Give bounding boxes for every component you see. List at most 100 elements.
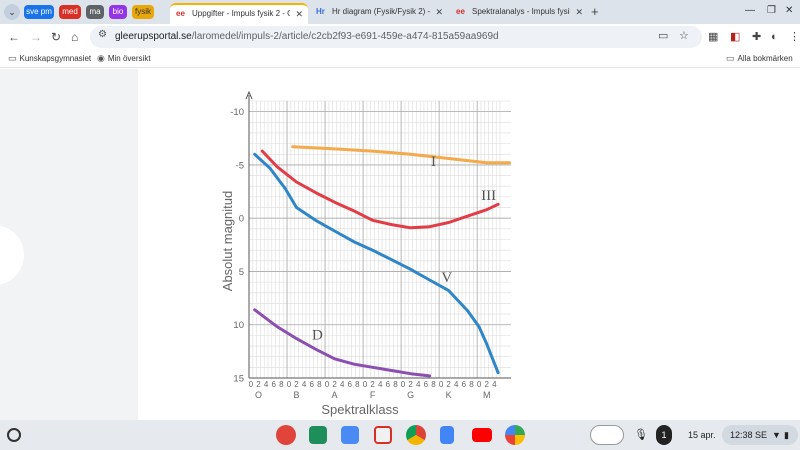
classroom-icon[interactable]	[309, 426, 327, 444]
play-store-icon[interactable]	[505, 425, 525, 445]
os-shelf: 🎙 1 15 apr. 12:38 SE ▼ ▮	[0, 420, 800, 450]
extension-badge-icon[interactable]: ◧	[730, 31, 741, 43]
globe-icon: ◉	[97, 53, 105, 63]
x-subclass-digit: 2	[484, 380, 489, 389]
x-subclass-digit: 0	[249, 380, 254, 389]
gmail-icon[interactable]	[374, 426, 392, 444]
y-tick-label: -5	[236, 160, 244, 171]
x-class-label: G	[407, 390, 414, 400]
locale-text: SE	[755, 430, 768, 440]
reload-icon[interactable]: ↻	[51, 30, 62, 44]
tab-search-icon[interactable]: ⌄	[4, 4, 20, 20]
close-tab-icon[interactable]: ✕	[435, 7, 443, 17]
holding-space-thumbnail[interactable]	[590, 425, 624, 445]
tab-title: Hr diagram (Fysik/Fysik 2) – F	[332, 7, 430, 16]
x-class-label: O	[255, 390, 262, 400]
tab-group-med[interactable]: med	[59, 5, 81, 19]
notification-badge[interactable]: 1	[656, 425, 672, 445]
close-tab-icon[interactable]: ✕	[295, 9, 303, 19]
extension-icon[interactable]: ▦	[708, 31, 719, 43]
x-class-label: K	[446, 390, 452, 400]
x-subclass-digit: 4	[492, 380, 497, 389]
series-label-iii: III	[481, 188, 496, 204]
tab-uppgifter[interactable]: ee Uppgifter - Impuls fysik 2 - Glee ✕	[170, 3, 308, 24]
x-subclass-digit: 8	[355, 380, 360, 389]
extensions-puzzle-icon[interactable]: ✚	[752, 31, 762, 43]
x-subclass-digit: 8	[469, 380, 474, 389]
series-line-iii	[260, 149, 500, 230]
bookmarks-bar: ▭ Kunskapsgymnasiet ◉ Min översikt ▭ Alla b…	[0, 50, 800, 68]
y-tick-label: -10	[230, 107, 244, 118]
profile-avatar-icon[interactable]: ◐	[771, 31, 778, 43]
cast-icon[interactable]: ▭	[658, 30, 669, 42]
x-subclass-digit: 2	[332, 380, 337, 389]
bookmark-star-icon[interactable]: ☆	[679, 30, 689, 42]
x-subclass-digit: 0	[287, 380, 292, 389]
series-label-i: I	[431, 154, 436, 170]
chrome-icon[interactable]	[406, 425, 426, 445]
close-tab-icon[interactable]: ✕	[575, 7, 583, 17]
tab-group-ma[interactable]: ma	[86, 5, 104, 19]
bookmark-kunskapsgymnasiet[interactable]: ▭ Kunskapsgymnasiet	[8, 53, 92, 63]
url-text[interactable]: gleerupsportal.se/laromedel/impuls-2/art…	[115, 31, 499, 42]
x-subclass-digit: 6	[271, 380, 276, 389]
back-icon[interactable]: ←	[8, 30, 20, 44]
date-text[interactable]: 15 apr.	[688, 430, 716, 440]
tab-group-bio[interactable]: bio	[109, 5, 127, 19]
y-tick-label: 0	[239, 214, 244, 225]
maximize-icon[interactable]: ❐	[767, 5, 776, 16]
series-label-d: D	[312, 328, 323, 344]
x-subclass-digit: 4	[340, 380, 345, 389]
series-line-i	[291, 145, 511, 165]
new-tab-button[interactable]: +	[591, 4, 599, 19]
tab-group-sve-pm[interactable]: sve pm	[24, 5, 54, 19]
x-subclass-digit: 2	[256, 380, 261, 389]
x-class-label: A	[332, 390, 338, 400]
x-subclass-digit: 6	[386, 380, 391, 389]
tab-favicon: ee	[176, 9, 185, 18]
clock-time: 12:38	[730, 430, 753, 440]
series-line-d	[253, 308, 432, 378]
y-tick-label: 15	[233, 374, 244, 385]
y-tick-label: 10	[233, 320, 244, 331]
x-subclass-digit: 6	[462, 380, 467, 389]
bookmark-min-oversikt[interactable]: ◉ Min översikt	[97, 53, 151, 63]
page-content: I III V D -10 -5 0 5 10 15 0 2 4 6 8 O 0 2 4 6 8 B 0 2 4 6 8 A 0 2 4 6…	[0, 69, 800, 420]
launcher-icon[interactable]	[7, 428, 21, 442]
close-window-icon[interactable]: ✕	[785, 5, 794, 16]
home-icon[interactable]: ⌂	[71, 30, 79, 44]
forward-icon[interactable]: →	[30, 30, 42, 44]
tab-title: Uppgifter - Impuls fysik 2 - Glee	[192, 9, 290, 18]
site-info-icon[interactable]: ⚙	[98, 29, 107, 40]
all-bookmarks[interactable]: ▭ Alla bokmärken	[726, 53, 793, 63]
system-tray[interactable]: 12:38 SE ▼ ▮	[722, 425, 798, 445]
tab-spektralanalys[interactable]: ee Spektralanalys - Impuls fysik 2 ✕	[450, 3, 588, 24]
chart-grid	[248, 100, 511, 379]
address-bar[interactable]: ⚙ gleerupsportal.se/laromedel/impuls-2/a…	[90, 26, 702, 48]
y-axis-arrow	[245, 90, 253, 100]
y-axis-label: Absolut magnitud	[220, 191, 235, 291]
x-subclass-digit: 4	[416, 380, 421, 389]
minimize-icon[interactable]: —	[745, 5, 755, 16]
x-class-label: B	[294, 390, 300, 400]
x-subclass-digit: 2	[294, 380, 299, 389]
docs-icon[interactable]	[440, 426, 454, 444]
files-icon[interactable]	[341, 426, 359, 444]
x-subclass-digit: 8	[317, 380, 322, 389]
x-subclass-digit: 2	[446, 380, 451, 389]
x-subclass-digit: 4	[302, 380, 307, 389]
x-subclass-digit: 8	[393, 380, 398, 389]
x-class-label: F	[370, 390, 376, 400]
browser-menu-icon[interactable]: ⋮	[789, 31, 800, 43]
x-subclass-digit: 8	[431, 380, 436, 389]
app-icon-red[interactable]	[276, 425, 296, 445]
x-subclass-digit: 0	[439, 380, 444, 389]
x-subclass-digit: 2	[370, 380, 375, 389]
youtube-icon[interactable]	[472, 428, 492, 442]
tab-hr-diagram[interactable]: Hr Hr diagram (Fysik/Fysik 2) – F ✕	[310, 3, 448, 24]
tab-group-fysik[interactable]: fysik	[132, 5, 154, 19]
microphone-icon[interactable]: 🎙	[634, 429, 648, 441]
